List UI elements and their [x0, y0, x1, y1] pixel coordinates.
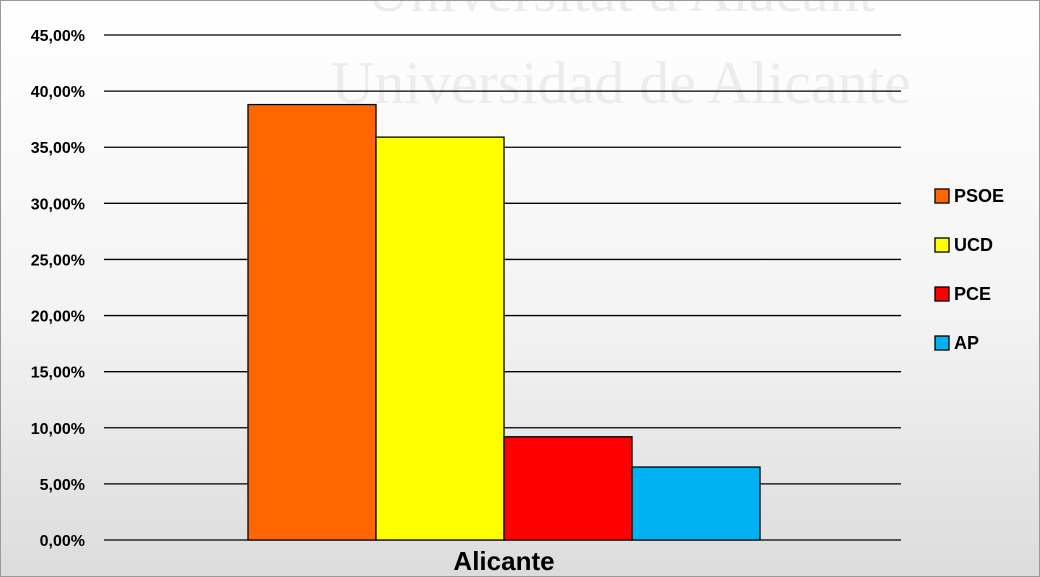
legend-swatch-ap — [934, 335, 950, 351]
legend-label-ucd: UCD — [954, 235, 993, 255]
y-tick-label: 5,00% — [40, 477, 85, 494]
y-tick-label: 20,00% — [31, 309, 85, 326]
legend-swatch-psoe — [934, 188, 950, 204]
bar-ucd — [375, 136, 505, 541]
legend-label-ap: AP — [954, 333, 979, 353]
bar-pce — [503, 436, 633, 541]
legend-label-psoe: PSOE — [954, 186, 1004, 206]
y-tick-label: 40,00% — [31, 84, 85, 101]
legend-swatch-ucd — [934, 237, 950, 253]
category-label: Alicante — [453, 546, 554, 576]
y-tick-label: 30,00% — [31, 196, 85, 213]
bar-psoe — [247, 103, 377, 541]
watermark-line-2: Universidad de Alicante — [331, 50, 911, 116]
legend-label-pce: PCE — [954, 284, 991, 304]
y-tick-label: 10,00% — [31, 421, 85, 438]
watermark: Universitat d'Alacant Universidad de Ali… — [331, 1, 911, 116]
y-tick-label: 35,00% — [31, 140, 85, 157]
y-tick-label: 45,00% — [31, 28, 85, 45]
bar-ap — [631, 466, 761, 541]
y-tick-label: 0,00% — [40, 533, 85, 550]
legend-swatch-pce — [934, 286, 950, 302]
y-tick-label: 25,00% — [31, 252, 85, 269]
y-tick-label: 15,00% — [31, 365, 85, 382]
watermark-line-1: Universitat d'Alacant — [367, 1, 876, 24]
